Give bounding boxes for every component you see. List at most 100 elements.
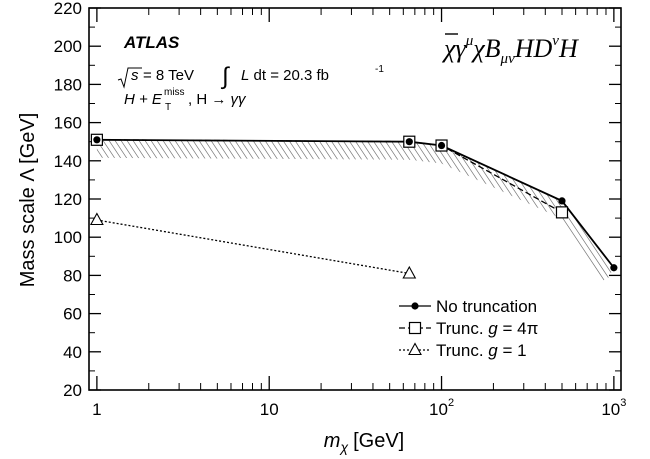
svg-text:, H → γγ: , H → γγ — [188, 91, 247, 108]
hatch-line — [159, 139, 281, 281]
hatch-line — [219, 139, 341, 281]
hatch-line — [573, 139, 614, 281]
hatch-line — [646, 100, 650, 280]
hatch-line — [634, 100, 650, 280]
hatch-line — [339, 139, 461, 281]
hatch-line — [351, 139, 473, 281]
hatch-line — [315, 139, 437, 281]
marker-filled-circle — [411, 302, 419, 310]
series-line — [96, 139, 563, 213]
hatch-line — [96, 139, 215, 281]
y-axis-title: Mass scale Λ [GeV] — [17, 113, 39, 288]
svg-text:L dt = 20.3 fb: L dt = 20.3 fb — [241, 67, 329, 84]
y-tick-label: 220 — [54, 0, 82, 18]
hatch-line — [543, 139, 614, 281]
hatch-line — [96, 139, 101, 281]
hatch-line — [567, 139, 614, 281]
y-tick-label: 100 — [54, 228, 82, 247]
hatch-line — [99, 139, 221, 281]
hatch-line — [177, 139, 299, 281]
hatch-line — [183, 139, 305, 281]
hatch-line — [345, 139, 467, 281]
hatch-line — [321, 139, 443, 281]
hatch-line — [327, 139, 449, 281]
hatch-line — [207, 139, 329, 281]
series-line — [96, 219, 410, 275]
hatch-line — [147, 139, 269, 281]
marker-open-square — [555, 206, 569, 219]
hatch-line — [622, 100, 650, 280]
hatch-line — [141, 139, 263, 281]
svg-text:-1: -1 — [375, 64, 384, 75]
y-tick-label: 140 — [54, 152, 82, 171]
svg-text:χγμχBμνHDνH: χγμχBμνHDνH — [441, 33, 579, 67]
hatch-line — [375, 139, 497, 281]
hatch-line — [0, 100, 4, 280]
hatch-line — [531, 139, 614, 281]
hatch-line — [459, 139, 581, 281]
hatch-line — [96, 139, 209, 281]
hatch-line — [135, 139, 257, 281]
channel-label: H + E miss T , H → γγ — [124, 87, 247, 113]
hatch-line — [129, 139, 251, 281]
energy-label: s = 8 TeV — [117, 67, 194, 89]
x-tick-label: 103 — [601, 397, 626, 419]
hatch-line — [549, 139, 614, 281]
y-tick-label: 160 — [54, 114, 82, 133]
legend: No truncation Trunc. g = 4π Trunc. g = 1 — [399, 297, 538, 360]
svg-text:s: s — [131, 67, 139, 84]
hatch-line — [561, 139, 614, 281]
hatch-line — [387, 139, 509, 281]
marker-open-triangle — [408, 342, 422, 356]
y-tick-label: 80 — [63, 266, 82, 285]
hatch-line — [279, 139, 401, 281]
hatch-line — [465, 139, 587, 281]
hatch-line — [105, 139, 227, 281]
hatch-line — [96, 139, 155, 281]
hatch-line — [285, 139, 407, 281]
hatch-line — [297, 139, 419, 281]
legend-label: Trunc. g = 4π — [436, 319, 538, 338]
hatch-line — [369, 139, 491, 281]
marker-open-triangle — [402, 265, 417, 279]
hatch-line — [291, 139, 413, 281]
hatch-line — [357, 139, 479, 281]
x-axis-title: mχ [GeV] — [324, 430, 404, 455]
hatch-line — [453, 139, 575, 281]
y-tick-label: 60 — [63, 305, 82, 324]
hatch-line — [96, 139, 197, 281]
legend-label: No truncation — [436, 297, 537, 316]
svg-text:∫: ∫ — [220, 63, 230, 90]
hatch-line — [111, 139, 233, 281]
hatch-lines — [0, 100, 650, 281]
experiment-label: ATLAS — [123, 33, 180, 52]
operator-label: χγμχBμνHDνH — [441, 33, 579, 67]
hatch-line — [96, 139, 191, 281]
hatch-line — [597, 139, 614, 281]
x-axis: 1 10 102 103 — [92, 8, 626, 419]
hatch-line — [628, 100, 650, 280]
hatch-line — [471, 139, 593, 281]
svg-text:H + E: H + E — [124, 91, 163, 108]
marker-filled-circle — [93, 136, 101, 144]
hatch-line — [153, 139, 275, 281]
hatch-line — [333, 139, 455, 281]
x-tick-label: 102 — [429, 397, 454, 419]
hatch-line — [441, 139, 563, 281]
hatch-line — [609, 139, 614, 281]
hatch-line — [237, 139, 359, 281]
svg-text:= 8 TeV: = 8 TeV — [143, 67, 194, 84]
marker-filled-circle — [437, 141, 446, 150]
hatch-line — [585, 139, 614, 281]
hatch-line — [117, 139, 239, 281]
svg-text:miss: miss — [164, 87, 185, 98]
series-lines — [96, 138, 615, 275]
hatch-line — [267, 139, 389, 281]
hatch-line — [96, 139, 149, 281]
hatch-line — [249, 139, 371, 281]
marker-open-square — [408, 321, 422, 335]
hatch-line — [447, 139, 569, 281]
hatch-line — [0, 100, 10, 280]
hatch-line — [579, 139, 614, 281]
plot-frame — [88, 7, 622, 391]
